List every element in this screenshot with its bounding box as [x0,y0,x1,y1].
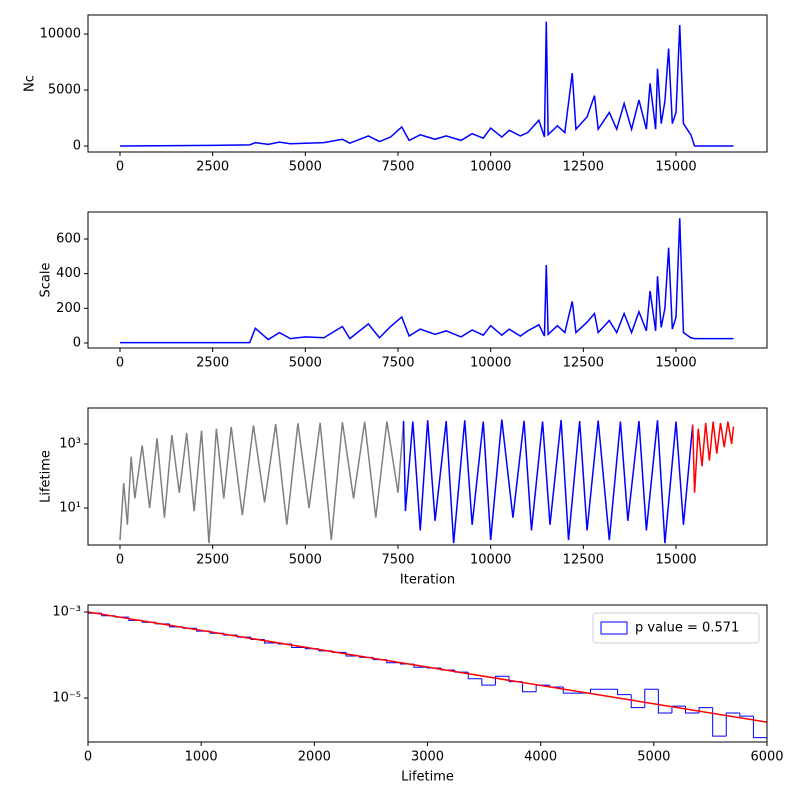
data-line [119,421,405,544]
plot-area [119,21,734,147]
x-tick-label: 5000 [289,356,322,371]
x-tick-label: 15000 [655,160,696,175]
x-tick-label: 15000 [655,553,696,568]
axes-frame [87,604,768,743]
y-tick-label: 600 [56,232,81,247]
x-tick-label: 2500 [196,356,229,371]
subplot: 0 2500 5000 7500 10000 12500 15000 10¹ 10³ Lifeti… [39,407,768,588]
y-tick-label: 10³ [59,436,81,451]
hist-step [522,681,537,693]
x-tick-label: 4000 [524,750,557,765]
subplot: 0 2500 5000 7500 10000 12500 15000 0 200 400 600 Sc… [39,211,768,371]
y-tick-label: 10000 [40,26,81,41]
x-tick-label: 7500 [381,553,414,568]
x-tick-label: 10000 [470,553,511,568]
x-tick-label: 0 [116,553,124,568]
data-line [402,419,694,544]
subplot: 0 2500 5000 7500 10000 12500 15000 0 5000 10000 Nc [23,14,768,175]
axes-frame [87,14,768,153]
x-tick-label: 2000 [298,750,331,765]
x-tick-label: 0 [116,160,124,175]
hist-step [712,707,727,737]
hist-step [617,689,632,696]
hist-step [494,675,509,686]
data-line [119,21,734,147]
x-tick-label: 12500 [563,356,604,371]
legend-label: p value = 0.571 [635,621,739,636]
x-tick-label: 0 [84,750,92,765]
y-tick-label: 400 [56,266,81,281]
plot-area [119,419,735,544]
hist-step [644,688,659,708]
x-tick-label: 15000 [655,356,696,371]
x-tick-label: 10000 [470,356,511,371]
x-tick-label: 5000 [289,160,322,175]
x-tick-label: 6000 [750,750,783,765]
y-axis-label: Nc [23,75,38,92]
x-tick-label: 5000 [289,553,322,568]
y-axis-label: Scale [39,263,54,298]
x-tick-label: 12500 [563,160,604,175]
y-tick-label: 200 [56,301,81,316]
y-axis-label: Lifetime [39,450,54,503]
y-tick-label: 0 [73,335,81,350]
x-tick-label: 7500 [381,356,414,371]
data-line [119,218,734,344]
plot-area [119,218,734,344]
hist-step [657,689,672,714]
hist-step [725,712,740,737]
x-axis-label: Iteration [400,573,455,588]
fit-line [88,611,767,723]
hist-step [589,688,605,694]
y-tick-label: 10¹ [59,501,81,516]
legend-swatch [600,621,628,635]
x-tick-label: 7500 [381,160,414,175]
axes-frame [87,211,768,349]
y-tick-label: 0 [73,138,81,153]
y-tick-label: 10⁻⁵ [52,691,81,706]
hist-step [481,678,496,686]
x-tick-label: 2500 [196,160,229,175]
subplot: 0 1000 2000 3000 4000 5000 6000 10⁻³ 10⁻⁵ Lifetim… [52,604,784,785]
x-tick-label: 2500 [196,553,229,568]
x-axis-label: Lifetime [401,770,454,785]
x-tick-label: 5000 [637,750,670,765]
data-line [691,421,735,493]
y-tick-label: 10⁻³ [52,605,81,620]
hist-step [739,712,754,717]
plot-area [88,611,767,739]
hist-step [752,716,767,739]
x-tick-label: 12500 [563,553,604,568]
x-tick-label: 10000 [470,160,511,175]
axes-frame [87,407,768,546]
x-tick-label: 1000 [185,750,218,765]
x-tick-label: 0 [116,356,124,371]
legend-box [592,612,760,644]
y-tick-label: 5000 [48,82,81,97]
x-tick-label: 3000 [411,750,444,765]
hist-step [630,694,645,709]
